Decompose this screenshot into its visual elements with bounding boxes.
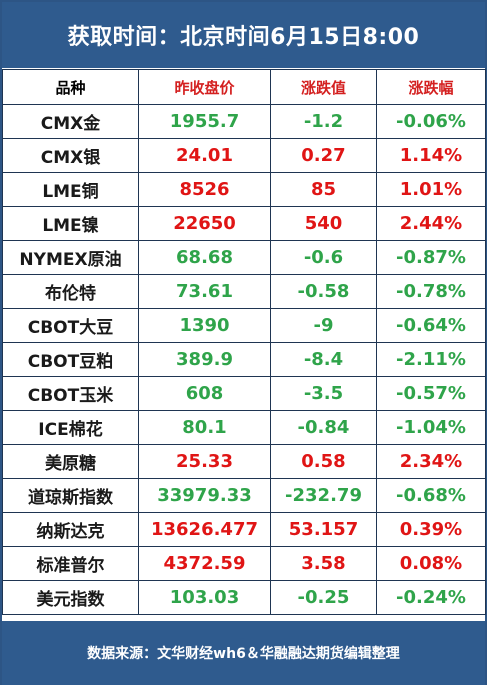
commodity-name: 美元指数 (2, 580, 139, 615)
change-value: 0.27 (270, 138, 377, 173)
table-row: 美元指数 103.03 -0.25 -0.24% (2, 580, 486, 615)
commodity-name: CMX银 (2, 138, 139, 173)
table-row: 布伦特 73.61 -0.58 -0.78% (2, 274, 486, 309)
table-row: LME镍 22650 540 2.44% (2, 206, 486, 241)
change-pct-value: -0.06% (376, 104, 486, 139)
table-row: CMX金 1955.7 -1.2 -0.06% (2, 104, 486, 139)
prev-close-value: 22650 (138, 206, 271, 241)
change-value: -0.58 (270, 274, 377, 309)
prev-close-value: 13626.477 (138, 512, 271, 547)
change-pct-value: -0.64% (376, 308, 486, 343)
table-row: 纳斯达克 13626.477 53.157 0.39% (2, 512, 486, 547)
prev-close-value: 608 (138, 376, 271, 411)
table-row: 道琼斯指数 33979.33 -232.79 -0.68% (2, 478, 486, 513)
change-pct-value: -0.78% (376, 274, 486, 309)
column-header-change-pct: 涨跌幅 (376, 69, 486, 105)
table-row: CBOT豆粕 389.9 -8.4 -2.11% (2, 342, 486, 377)
quote-table: 品种 昨收盘价 涨跌值 涨跌幅 CMX金 1955.7 -1.2 -0.06% CMX银… (2, 69, 486, 615)
commodity-name: CMX金 (2, 104, 139, 139)
commodity-name: CBOT玉米 (2, 376, 139, 411)
change-value: -0.6 (270, 240, 377, 275)
change-value: 85 (270, 172, 377, 207)
commodity-name: CBOT豆粕 (2, 342, 139, 377)
change-pct-value: -1.04% (376, 410, 486, 445)
change-pct-value: -0.24% (376, 580, 486, 615)
change-pct-value: 2.44% (376, 206, 486, 241)
table-row: CBOT玉米 608 -3.5 -0.57% (2, 376, 486, 411)
prev-close-value: 68.68 (138, 240, 271, 275)
column-header-name: 品种 (2, 69, 139, 105)
prev-close-value: 80.1 (138, 410, 271, 445)
table-row: NYMEX原油 68.68 -0.6 -0.87% (2, 240, 486, 275)
page-title: 获取时间：北京时间6月15日8:00 (2, 2, 485, 68)
commodity-name: 纳斯达克 (2, 512, 139, 547)
prev-close-value: 24.01 (138, 138, 271, 173)
commodity-name: 道琼斯指数 (2, 478, 139, 513)
column-header-change: 涨跌值 (270, 69, 377, 105)
change-value: 540 (270, 206, 377, 241)
commodity-name: 布伦特 (2, 274, 139, 309)
change-value: 3.58 (270, 546, 377, 581)
column-header-prev-close: 昨收盘价 (138, 69, 271, 105)
change-pct-value: 0.39% (376, 512, 486, 547)
table-row: 美原糖 25.33 0.58 2.34% (2, 444, 486, 479)
change-value: -0.84 (270, 410, 377, 445)
prev-close-value: 25.33 (138, 444, 271, 479)
table-row: LME铜 8526 85 1.01% (2, 172, 486, 207)
prev-close-value: 1390 (138, 308, 271, 343)
change-pct-value: -0.57% (376, 376, 486, 411)
commodity-name: 标准普尔 (2, 546, 139, 581)
change-pct-value: 2.34% (376, 444, 486, 479)
table-row: CMX银 24.01 0.27 1.14% (2, 138, 486, 173)
change-value: 0.58 (270, 444, 377, 479)
commodity-name: NYMEX原油 (2, 240, 139, 275)
change-value: -9 (270, 308, 377, 343)
prev-close-value: 73.61 (138, 274, 271, 309)
change-pct-value: 0.08% (376, 546, 486, 581)
prev-close-value: 1955.7 (138, 104, 271, 139)
prev-close-value: 33979.33 (138, 478, 271, 513)
change-value: 53.157 (270, 512, 377, 547)
change-value: -3.5 (270, 376, 377, 411)
change-value: -232.79 (270, 478, 377, 513)
prev-close-value: 4372.59 (138, 546, 271, 581)
prev-close-value: 103.03 (138, 580, 271, 615)
change-value: -8.4 (270, 342, 377, 377)
commodity-name: LME铜 (2, 172, 139, 207)
change-pct-value: -0.68% (376, 478, 486, 513)
table-row: CBOT大豆 1390 -9 -0.64% (2, 308, 486, 343)
table-header-row: 品种 昨收盘价 涨跌值 涨跌幅 (2, 69, 486, 105)
table-row: ICE棉花 80.1 -0.84 -1.04% (2, 410, 486, 445)
table-row: 标准普尔 4372.59 3.58 0.08% (2, 546, 486, 581)
change-pct-value: -2.11% (376, 342, 486, 377)
commodity-name: CBOT大豆 (2, 308, 139, 343)
change-pct-value: 1.01% (376, 172, 486, 207)
data-source-footer: 数据来源：文华财经wh6＆华融融达期货编辑整理 (2, 621, 485, 685)
change-value: -0.25 (270, 580, 377, 615)
change-pct-value: 1.14% (376, 138, 486, 173)
commodity-name: ICE棉花 (2, 410, 139, 445)
commodity-name: LME镍 (2, 206, 139, 241)
commodity-name: 美原糖 (2, 444, 139, 479)
prev-close-value: 389.9 (138, 342, 271, 377)
change-pct-value: -0.87% (376, 240, 486, 275)
prev-close-value: 8526 (138, 172, 271, 207)
change-value: -1.2 (270, 104, 377, 139)
